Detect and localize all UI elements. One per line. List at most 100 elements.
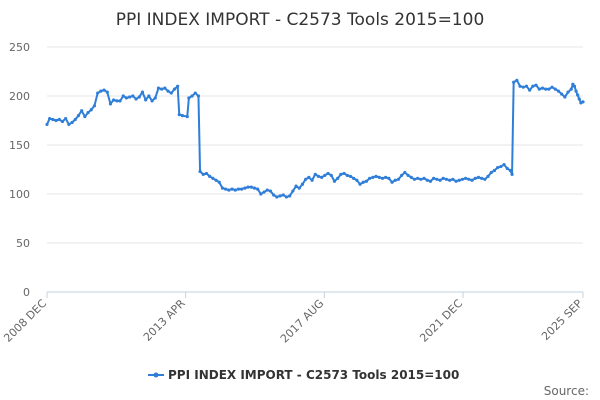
data-point[interactable] (448, 178, 452, 182)
data-point[interactable] (236, 187, 241, 191)
data-point[interactable] (377, 175, 381, 179)
data-point[interactable] (451, 177, 455, 181)
data-point[interactable] (528, 88, 532, 92)
data-point[interactable] (105, 90, 109, 94)
data-point[interactable] (470, 178, 474, 182)
data-point[interactable] (524, 84, 529, 88)
data-point[interactable] (432, 176, 436, 180)
data-point[interactable] (540, 86, 545, 90)
data-point[interactable] (572, 84, 577, 88)
data-point[interactable] (177, 113, 181, 117)
data-point[interactable] (256, 187, 260, 191)
data-point[interactable] (281, 193, 285, 197)
data-point[interactable] (531, 84, 535, 88)
data-point[interactable] (137, 95, 141, 99)
data-point[interactable] (262, 190, 266, 194)
data-point[interactable] (243, 186, 247, 190)
data-point[interactable] (336, 176, 340, 180)
data-point[interactable] (416, 176, 420, 180)
data-point[interactable] (131, 94, 135, 98)
data-point[interactable] (163, 86, 167, 90)
data-point[interactable] (310, 178, 314, 182)
data-point[interactable] (198, 169, 202, 174)
data-point[interactable] (483, 177, 487, 181)
data-point[interactable] (166, 89, 170, 93)
data-point[interactable] (326, 171, 330, 176)
data-point[interactable] (393, 178, 397, 182)
data-point[interactable] (291, 189, 295, 193)
data-point[interactable] (454, 179, 458, 183)
data-point[interactable] (574, 89, 578, 93)
data-point[interactable] (547, 87, 551, 91)
data-point[interactable] (57, 117, 61, 122)
data-point[interactable] (204, 171, 209, 176)
data-point[interactable] (569, 87, 573, 91)
data-point[interactable] (108, 102, 113, 106)
data-point[interactable] (278, 194, 282, 198)
data-point[interactable] (99, 89, 103, 93)
data-point[interactable] (577, 97, 581, 101)
data-point[interactable] (512, 80, 516, 84)
data-point[interactable] (147, 94, 151, 98)
data-point[interactable] (556, 89, 561, 93)
data-point[interactable] (102, 88, 106, 92)
data-point[interactable] (355, 178, 359, 182)
data-point[interactable] (387, 176, 391, 180)
data-point[interactable] (297, 186, 301, 190)
data-point[interactable] (118, 99, 122, 103)
data-point[interactable] (45, 122, 49, 127)
data-point[interactable] (534, 83, 538, 87)
data-point[interactable] (422, 176, 426, 180)
data-point[interactable] (492, 168, 497, 173)
data-point[interactable] (368, 176, 372, 180)
data-point[interactable] (70, 120, 74, 125)
data-point[interactable] (371, 175, 375, 179)
data-point[interactable] (252, 186, 257, 190)
data-point[interactable] (227, 188, 231, 192)
data-point[interactable] (581, 100, 585, 104)
data-point[interactable] (406, 173, 410, 177)
data-point[interactable] (51, 117, 55, 122)
data-point[interactable] (364, 179, 369, 183)
data-point[interactable] (544, 87, 548, 91)
data-point[interactable] (307, 175, 311, 179)
data-point[interactable] (566, 90, 570, 94)
data-point[interactable] (67, 122, 71, 127)
data-point[interactable] (121, 94, 125, 98)
data-point[interactable] (339, 172, 343, 176)
data-point[interactable] (304, 177, 308, 181)
data-point[interactable] (508, 168, 513, 173)
data-point[interactable] (518, 84, 522, 88)
data-point[interactable] (211, 176, 215, 180)
data-point[interactable] (505, 166, 509, 171)
data-point[interactable] (54, 118, 58, 123)
data-point[interactable] (358, 182, 362, 186)
data-point[interactable] (361, 180, 365, 184)
data-point[interactable] (134, 97, 138, 101)
data-point[interactable] (80, 109, 84, 113)
data-point[interactable] (190, 94, 194, 98)
credit-text[interactable]: Source: (544, 384, 589, 398)
data-point[interactable] (172, 87, 177, 91)
data-point[interactable] (240, 187, 244, 191)
data-point[interactable] (419, 177, 423, 181)
data-point[interactable] (510, 172, 514, 176)
data-point[interactable] (265, 188, 269, 192)
data-point[interactable] (230, 187, 234, 191)
data-point[interactable] (86, 111, 90, 115)
data-point[interactable] (124, 96, 129, 100)
legend[interactable]: PPI INDEX IMPORT - C2573 Tools 2015=100 (148, 368, 459, 382)
data-point[interactable] (444, 177, 449, 181)
data-point[interactable] (268, 189, 273, 193)
data-point[interactable] (396, 177, 401, 181)
data-point[interactable] (521, 85, 525, 89)
data-point[interactable] (380, 176, 385, 180)
data-point[interactable] (249, 185, 253, 189)
data-point[interactable] (288, 194, 292, 198)
data-point[interactable] (259, 192, 263, 196)
data-point[interactable] (560, 92, 564, 96)
data-point[interactable] (467, 177, 471, 181)
data-point[interactable] (284, 195, 289, 199)
data-point[interactable] (217, 180, 221, 184)
data-point[interactable] (316, 174, 321, 178)
